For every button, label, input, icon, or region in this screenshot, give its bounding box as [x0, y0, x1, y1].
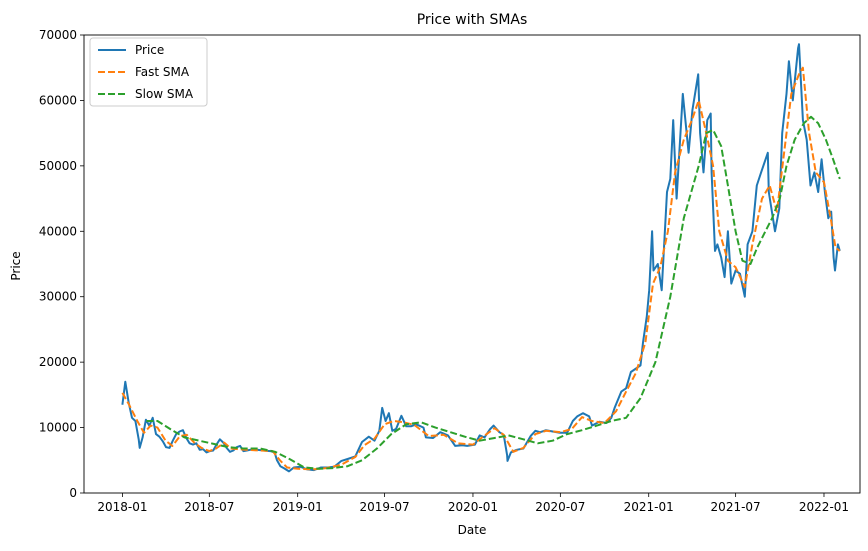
x-tick-label: 2021-07 — [711, 500, 761, 514]
chart-title: Price with SMAs — [417, 12, 528, 28]
y-tick-label: 50000 — [39, 159, 77, 173]
y-tick-label: 70000 — [39, 28, 77, 42]
series-line-fast-sma — [121, 66, 841, 471]
x-tick-label: 2018-01 — [97, 500, 147, 514]
x-tick-label: 2018-07 — [184, 500, 234, 514]
legend-label: Slow SMA — [135, 87, 194, 101]
plot-frame — [83, 34, 861, 494]
x-tick-label: 2022-01 — [799, 500, 849, 514]
x-axis-label: Date — [458, 523, 487, 537]
y-tick-label: 20000 — [39, 355, 77, 369]
y-axis-label: Price — [9, 251, 23, 280]
y-tick-label: 0 — [69, 486, 77, 500]
x-tick-label: 2021-01 — [624, 500, 674, 514]
y-tick-label: 30000 — [39, 290, 77, 304]
y-tick-label: 60000 — [39, 93, 77, 107]
y-tick-label: 40000 — [39, 224, 77, 238]
x-tick-label: 2020-07 — [535, 500, 585, 514]
legend-label: Fast SMA — [135, 65, 190, 79]
series-line-slow-sma — [146, 115, 841, 470]
x-axis: 2018-01 2018-07 2019-01 2019-07 2020-01 2020-… — [97, 493, 849, 514]
x-tick-label: 2020-01 — [448, 500, 498, 514]
legend-label: Price — [135, 43, 164, 57]
legend-box — [89, 37, 208, 107]
x-tick-label: 2019-07 — [360, 500, 410, 514]
series-layer — [121, 43, 841, 473]
y-axis: 0 10000 20000 30000 40000 50000 60000 70000 — [39, 28, 84, 500]
x-tick-label: 2019-01 — [273, 500, 323, 514]
y-tick-label: 10000 — [39, 421, 77, 435]
legend: Price Fast SMA Slow SMA — [89, 37, 208, 107]
